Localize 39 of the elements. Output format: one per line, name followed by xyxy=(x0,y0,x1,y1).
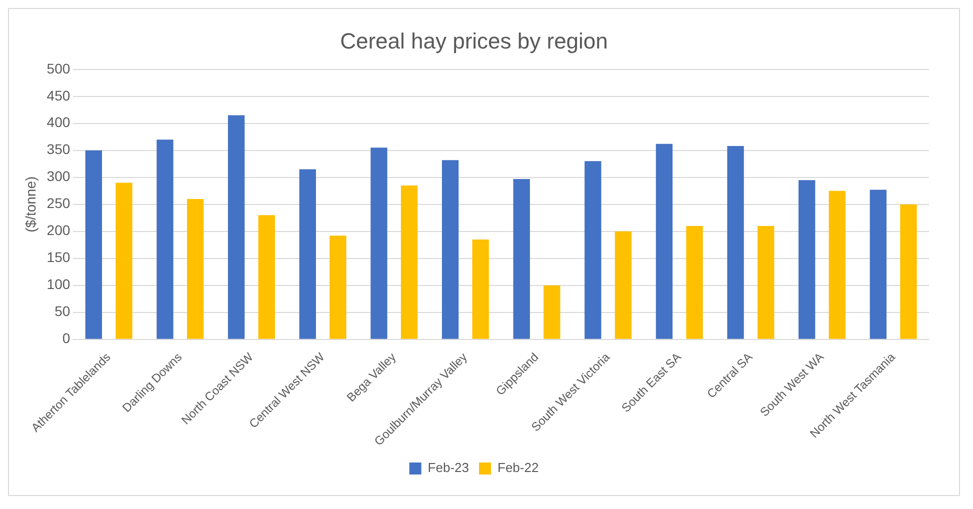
bar xyxy=(584,161,602,339)
y-tick-label: 500 xyxy=(46,60,70,76)
y-axis-title: ($/tonne) xyxy=(22,176,38,232)
bar xyxy=(186,198,204,339)
y-tick-label: 300 xyxy=(46,168,70,184)
bar xyxy=(370,148,388,339)
bar xyxy=(299,169,316,339)
bar xyxy=(228,115,245,339)
bar xyxy=(656,144,673,339)
legend-label: Feb-22 xyxy=(498,460,539,476)
bar xyxy=(513,178,530,339)
bar xyxy=(330,236,346,339)
y-tick-label: 400 xyxy=(46,114,70,130)
bar xyxy=(900,204,917,339)
y-tick-label: 450 xyxy=(46,87,70,104)
bar xyxy=(544,285,560,339)
bar xyxy=(400,185,418,339)
bar xyxy=(614,231,632,339)
y-tick-label: 50 xyxy=(54,303,70,320)
bar xyxy=(442,160,459,339)
bar xyxy=(870,190,887,339)
bar xyxy=(828,190,846,339)
y-tick-label: 0 xyxy=(62,330,70,346)
bar xyxy=(258,215,275,339)
bar xyxy=(85,150,102,339)
y-tick-label: 250 xyxy=(46,195,70,212)
legend-label: Feb-23 xyxy=(428,460,470,476)
chart-title: Cereal hay prices by region xyxy=(340,28,608,54)
bar xyxy=(472,239,489,339)
bar xyxy=(116,182,132,339)
y-tick-label: 100 xyxy=(46,276,70,292)
bar xyxy=(686,226,703,339)
bar xyxy=(758,226,774,339)
bar xyxy=(798,180,816,339)
y-tick-label: 200 xyxy=(46,222,70,238)
y-tick-label: 150 xyxy=(46,249,70,266)
bar xyxy=(727,146,744,339)
bar xyxy=(156,140,174,339)
y-tick-label: 350 xyxy=(46,141,70,158)
